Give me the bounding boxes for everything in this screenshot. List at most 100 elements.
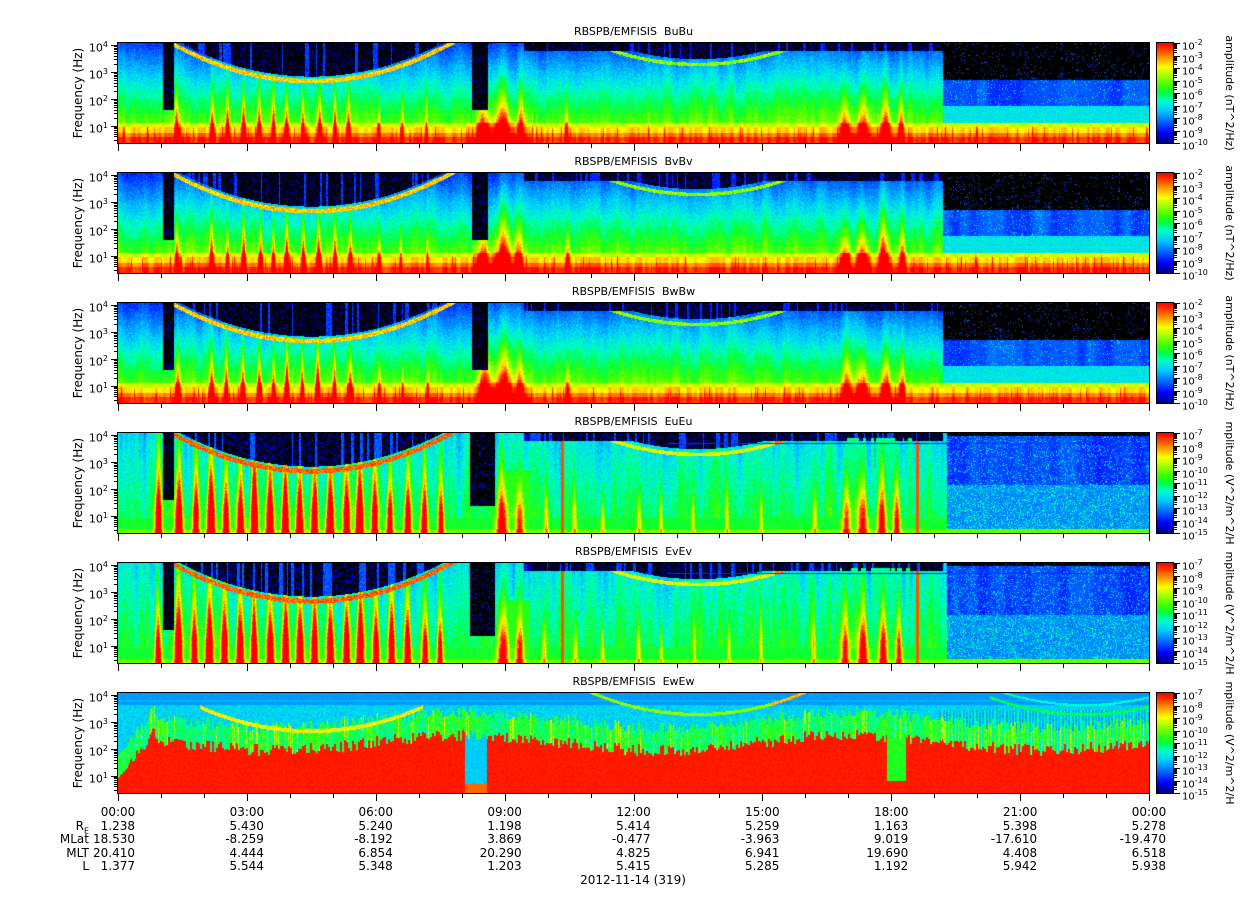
time-tick [805,274,807,278]
ephemeris-value: 5.415 [616,859,651,873]
colorbar-minor-tick [1173,46,1177,48]
colorbar-minor-tick [1173,394,1177,396]
colorbar-minor-tick [1173,707,1177,709]
colorbar-major-tick [1173,315,1180,317]
ephemeris-value: 19.690 [866,846,909,860]
ephemeris-value: 5.278 [1131,819,1166,833]
freq-minor-tick [114,627,117,628]
colorbar-minor-tick [1173,639,1177,641]
freq-minor-tick [114,129,117,131]
time-tick-label: 21:00 [1002,805,1038,819]
time-tick [1063,794,1065,798]
freq-minor-tick [114,754,117,756]
colorbar-minor-tick [1173,710,1177,712]
freq-minor-tick [114,753,117,755]
colorbar-minor-tick [1173,44,1177,46]
time-tick [891,664,893,671]
colorbar-major-tick [1173,445,1180,447]
colorbar-minor-tick [1173,382,1177,384]
colorbar-minor-tick [1173,789,1177,791]
freq-minor-tick [114,569,117,571]
colorbar-major-tick [1173,768,1180,769]
time-tick [547,144,549,148]
time-tick-label: 09:00 [487,805,522,819]
freq-minor-tick [114,233,117,235]
colorbar-major-tick [1173,93,1180,94]
colorbar-minor-tick [1173,303,1177,305]
colorbar-minor-tick [1173,475,1177,477]
colorbar-minor-tick [1173,120,1177,122]
time-tick [161,144,162,148]
freq-minor-tick [114,176,117,178]
freq-minor-tick [114,629,117,631]
colorbar-tick-label: 10-9 [1182,385,1203,400]
colorbar-minor-tick [1173,565,1177,567]
colorbar-major-tick [1173,223,1180,224]
colorbar-minor-tick [1173,709,1177,711]
colorbar-minor-tick [1173,186,1177,188]
freq-minor-tick [114,789,117,791]
freq-minor-tick [114,767,117,769]
time-tick [161,794,162,798]
colorbar-minor-tick [1173,174,1177,176]
time-tick [375,794,377,801]
time-tick [848,664,850,668]
freq-minor-tick [114,623,117,625]
time-tick [805,144,807,148]
freq-minor-tick [114,757,117,758]
colorbar-minor-tick [1173,45,1177,47]
colorbar-tick-label: 10-5 [1182,205,1203,220]
freq-minor-tick [114,77,117,79]
freq-minor-tick [114,751,117,753]
colorbar-minor-tick [1173,212,1177,214]
colorbar-minor-tick [1173,483,1177,485]
time-tick [977,274,979,278]
colorbar-minor-tick [1173,109,1177,111]
freq-tick-label: 101 [88,640,108,656]
freq-minor-tick [114,230,117,232]
freq-minor-tick [114,445,117,447]
colorbar-major-tick [1173,378,1180,379]
colorbar-minor-tick [1173,524,1177,526]
time-tick [848,274,850,278]
freq-minor-tick [114,521,117,523]
colorbar-minor-tick [1173,566,1177,568]
colorbar-minor-tick [1173,576,1177,578]
freq-minor-tick [114,610,117,612]
freq-major-tick [111,722,117,724]
freq-minor-tick [114,63,117,65]
freq-minor-tick [114,602,117,604]
time-tick [289,274,291,278]
colorbar-minor-tick [1173,43,1177,45]
time-tick [805,534,807,538]
time-tick [977,404,979,408]
colorbar-minor-tick [1173,731,1177,733]
colorbar-minor-tick [1173,435,1177,437]
colorbar-minor-tick [1173,604,1177,606]
freq-minor-tick [114,207,117,209]
colorbar-minor-tick [1173,731,1177,733]
freq-minor-tick [114,449,117,451]
colorbar-minor-tick [1173,628,1177,630]
colorbar-minor-tick [1173,571,1177,573]
colorbar-minor-tick [1173,122,1177,124]
colorbar-minor-tick [1173,523,1177,525]
freq-major-tick [111,748,117,750]
time-tick [118,664,119,671]
colorbar-minor-tick [1173,525,1177,527]
colorbar-minor-tick [1173,616,1177,618]
colorbar-tick-label: 10-2 [1182,38,1203,53]
freq-minor-tick [114,709,117,711]
time-tick [246,404,248,411]
colorbar-minor-tick [1173,254,1177,256]
colorbar-minor-tick [1173,489,1177,491]
colorbar-minor-tick [1173,484,1177,486]
colorbar-minor-tick [1173,361,1177,363]
colorbar-minor-tick [1173,347,1177,349]
colorbar-minor-tick [1173,240,1177,242]
colorbar-major-tick [1173,730,1180,732]
colorbar-minor-tick [1173,509,1177,511]
colorbar-minor-tick [1173,187,1177,189]
freq-major-tick [111,228,117,230]
panel-title: RBSPB/EMFISIS BvBv [574,155,693,168]
